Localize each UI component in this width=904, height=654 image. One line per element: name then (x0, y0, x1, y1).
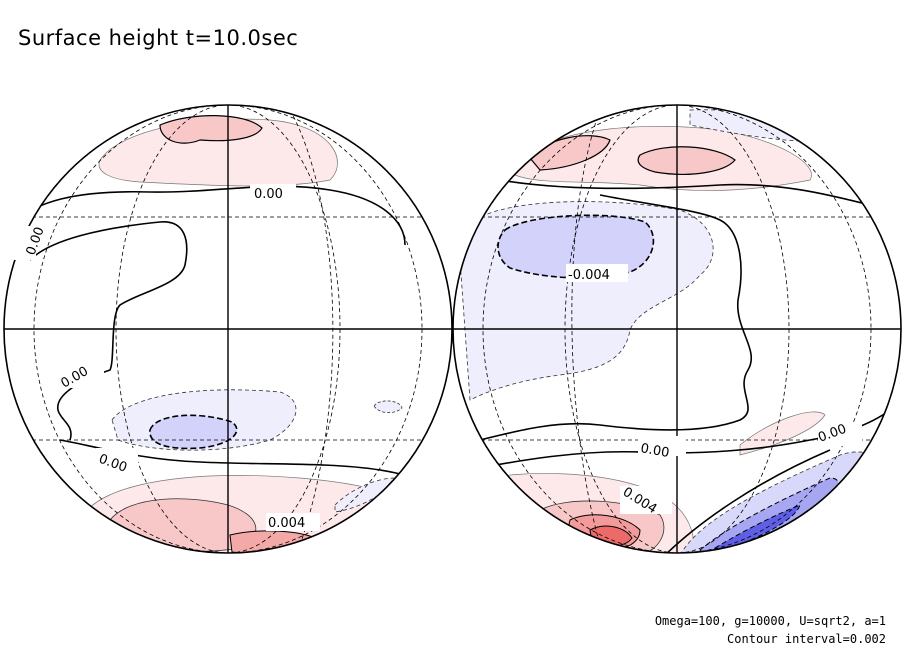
right-zero-contour-center (479, 194, 753, 441)
contour-labels: 0.00 0.00 0.00 0.00 0.004 -0.004 0.00 0.… (14, 184, 862, 531)
right-positive-north-core2 (637, 146, 736, 175)
left-positive-north-core (159, 115, 263, 144)
contour-interval-note: Contour interval=0.002 (727, 632, 886, 646)
chart-title: Surface height t=10.0sec (18, 26, 299, 50)
parameters-note: Omega=100, g=10000, U=sqrt2, a=1 (654, 614, 886, 628)
left-hemisphere-outline (3, 104, 453, 554)
left-zero-contour-north (7, 185, 406, 246)
left-zero-contour-mid (29, 221, 188, 441)
contour-label: -0.004 (568, 268, 610, 283)
right-hemisphere (453, 105, 901, 553)
left-hemisphere (4, 105, 452, 553)
left-negative-small (373, 400, 403, 414)
right-zero-contour-south-east (659, 449, 831, 553)
contour-label: 0.00 (639, 441, 670, 461)
right-zero-contour-north (499, 179, 871, 206)
right-hemisphere-outline (452, 104, 902, 554)
contour-label: 0.00 (254, 187, 283, 202)
contour-label: 0.004 (268, 516, 305, 531)
right-negative-core (497, 214, 655, 279)
left-negative-se (334, 477, 396, 513)
